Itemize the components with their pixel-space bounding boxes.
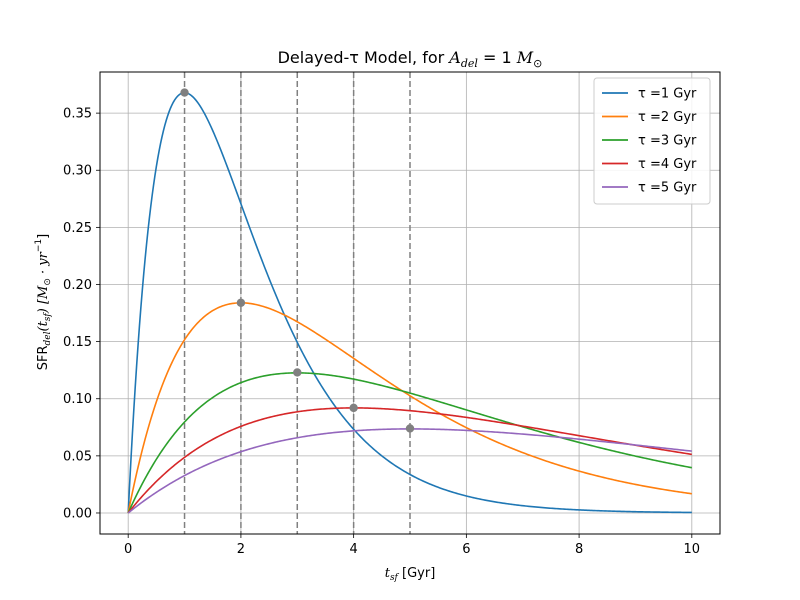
x-tick-label: 10 — [684, 542, 701, 557]
legend-label: τ =5 Gyr — [638, 181, 697, 196]
peak-marker — [293, 368, 302, 377]
y-tick-label: 0.00 — [63, 506, 92, 521]
chart-title: Delayed-τ Model, for Adel = 1 M⊙ — [278, 48, 543, 70]
x-axis-label-symbol: t — [385, 566, 391, 581]
y-axis-label: SFRdel(tsf) [M⊙ · yr−1] — [34, 234, 53, 370]
legend-label: τ =4 Gyr — [638, 157, 697, 172]
y-axis-label-argument: (t — [36, 320, 51, 331]
y-tick-label: 0.35 — [63, 107, 92, 122]
axes-frame — [99, 71, 721, 535]
peak-marker — [405, 424, 415, 433]
x-tick-label: 6 — [462, 542, 470, 557]
y-axis-label-unit: ) [M — [36, 285, 51, 314]
title-subscript: del — [461, 57, 479, 70]
y-tick-label: 0.25 — [63, 221, 92, 236]
series-line — [127, 407, 692, 514]
series-line — [127, 372, 692, 514]
y-axis-label-argument-subscript: sf — [43, 312, 53, 322]
y-axis-label-unit-subscript: ⊙ — [43, 278, 53, 286]
legend-label: τ =2 Gyr — [638, 110, 697, 125]
y-tick-label: 0.15 — [63, 335, 92, 350]
x-tick-label: 8 — [575, 542, 583, 557]
peak-marker — [349, 403, 358, 413]
legend-label: τ =3 Gyr — [638, 134, 697, 149]
y-axis-label-subscript: del — [43, 331, 53, 345]
x-axis-label-unit: [Gyr] — [398, 566, 435, 581]
legend: τ =1 Gyr τ =2 Gyr τ =3 Gyr τ =4 Gyr τ =5 Gyr — [593, 77, 711, 205]
series-line — [127, 91, 692, 514]
x-axis-label: tsf [Gyr] — [385, 566, 436, 583]
y-tick-label: 0.20 — [63, 278, 92, 293]
plot-area: 0 2 4 6 8 10 0.00 0.05 0.10 0.15 0.20 0.25 0.30 0.35 τ… — [63, 71, 721, 557]
y-axis-label-unit-end: ] — [36, 234, 51, 239]
y-axis-label-text: SFR — [36, 345, 51, 370]
x-tick-label: 2 — [237, 542, 245, 557]
y-tick-label: 0.10 — [63, 392, 92, 407]
series-line — [127, 302, 692, 514]
legend-label: τ =1 Gyr — [638, 87, 697, 102]
peak-marker — [180, 88, 189, 97]
y-axis-label-unit-middle: · yr — [36, 251, 51, 278]
legend-box — [593, 77, 711, 205]
title-symbol: A — [447, 48, 461, 67]
y-tick-label: 0.05 — [63, 449, 92, 464]
x-tick-label: 0 — [124, 542, 132, 557]
title-unit-subscript: ⊙ — [533, 57, 542, 70]
y-axis-label-unit-superscript: −1 — [34, 239, 44, 252]
y-tick-label: 0.30 — [63, 164, 92, 179]
x-tick-label: 4 — [349, 542, 357, 557]
title-equals: = 1 — [478, 48, 517, 67]
x-axis-label-subscript: sf — [390, 573, 400, 583]
title-text: Delayed-τ Model, for — [278, 48, 450, 67]
title-unit: M — [516, 48, 534, 67]
peak-marker — [236, 298, 246, 307]
